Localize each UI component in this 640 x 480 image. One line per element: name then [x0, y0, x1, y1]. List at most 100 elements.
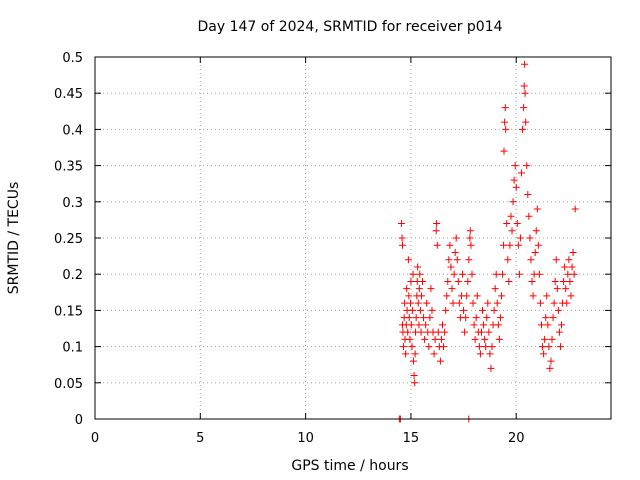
data-point — [525, 212, 533, 220]
data-point — [521, 89, 529, 97]
data-point — [507, 212, 515, 220]
data-point — [532, 227, 540, 235]
data-point — [528, 277, 536, 285]
data-point — [494, 321, 502, 329]
x-tick-label: 20 — [508, 431, 525, 446]
data-point — [513, 220, 521, 228]
data-point — [521, 60, 529, 68]
data-point — [406, 335, 414, 343]
data-point — [567, 292, 575, 300]
data-point — [562, 285, 570, 293]
x-tick-label: 0 — [91, 431, 99, 446]
data-point — [471, 335, 479, 343]
data-point — [488, 343, 496, 351]
chart-title: Day 147 of 2024, SRMTID for receiver p01… — [197, 19, 502, 35]
data-point — [516, 234, 524, 242]
y-tick-label: 0.2 — [62, 268, 83, 283]
data-point — [451, 248, 459, 256]
data-point — [511, 162, 519, 170]
data-point — [405, 314, 413, 322]
data-point — [417, 292, 425, 300]
data-point — [536, 299, 544, 307]
data-point — [460, 306, 468, 314]
data-point — [527, 256, 535, 264]
data-point — [417, 328, 425, 336]
data-point — [403, 285, 411, 293]
data-point — [444, 277, 452, 285]
data-point — [520, 82, 528, 90]
data-point — [465, 256, 473, 264]
data-point — [409, 270, 417, 278]
data-point — [499, 270, 507, 278]
data-point — [502, 125, 510, 133]
data-point — [550, 299, 558, 307]
data-point — [432, 227, 440, 235]
data-point — [480, 321, 488, 329]
data-point — [431, 335, 439, 343]
data-point — [442, 306, 450, 314]
data-point — [430, 350, 438, 358]
data-point — [428, 306, 436, 314]
data-point — [464, 277, 472, 285]
x-tick-label: 15 — [403, 431, 420, 446]
y-tick-label: 0.35 — [54, 160, 83, 175]
data-point — [433, 241, 441, 249]
y-tick-label: 0.15 — [54, 304, 83, 319]
y-axis-label: SRMTID / TECUs — [6, 182, 22, 295]
data-point — [533, 205, 541, 213]
data-point — [553, 285, 561, 293]
ticks — [94, 56, 611, 420]
data-point — [491, 285, 499, 293]
data-point — [414, 263, 422, 271]
data-point — [416, 270, 424, 278]
data-point — [409, 357, 417, 365]
y-tick-label: 0.25 — [54, 232, 83, 247]
data-point — [524, 191, 532, 199]
data-point — [415, 321, 423, 329]
data-point — [463, 292, 471, 300]
y-tick-label: 0.45 — [54, 87, 83, 102]
data-point — [427, 285, 435, 293]
y-tick-label: 0.5 — [62, 51, 83, 66]
data-point — [523, 162, 531, 170]
data-point — [500, 147, 508, 155]
data-point — [487, 364, 495, 372]
data-point — [486, 350, 494, 358]
data-point — [506, 241, 514, 249]
data-point — [439, 321, 447, 329]
data-point — [554, 306, 562, 314]
data-point — [469, 299, 477, 307]
data-point — [534, 241, 542, 249]
data-point — [519, 125, 527, 133]
data-point — [558, 321, 566, 329]
data-point — [472, 314, 480, 322]
data-point — [397, 220, 405, 228]
data-point — [504, 256, 512, 264]
data-point — [481, 335, 489, 343]
y-tick-labels: 0 0.05 0.1 0.15 0.2 0.25 0.3 0.35 0.4 0.45 0.5 — [54, 51, 83, 428]
data-point — [420, 314, 428, 322]
data-point — [408, 343, 416, 351]
data-point — [421, 335, 429, 343]
data-point — [520, 104, 528, 112]
data-point — [514, 241, 522, 249]
x-tick-label: 5 — [196, 431, 204, 446]
data-point — [475, 343, 483, 351]
data-point — [540, 350, 548, 358]
data-point — [411, 379, 419, 387]
data-point — [459, 270, 467, 278]
data-point — [462, 314, 470, 322]
data-point — [496, 314, 504, 322]
data-point — [493, 299, 501, 307]
data-point — [497, 292, 505, 300]
data-point — [535, 270, 543, 278]
data-point — [449, 299, 457, 307]
data-point — [552, 256, 560, 264]
data-point — [445, 256, 453, 264]
data-point — [477, 328, 485, 336]
data-point — [541, 335, 549, 343]
data-point — [529, 292, 537, 300]
data-point — [412, 314, 420, 322]
data-point — [563, 299, 571, 307]
